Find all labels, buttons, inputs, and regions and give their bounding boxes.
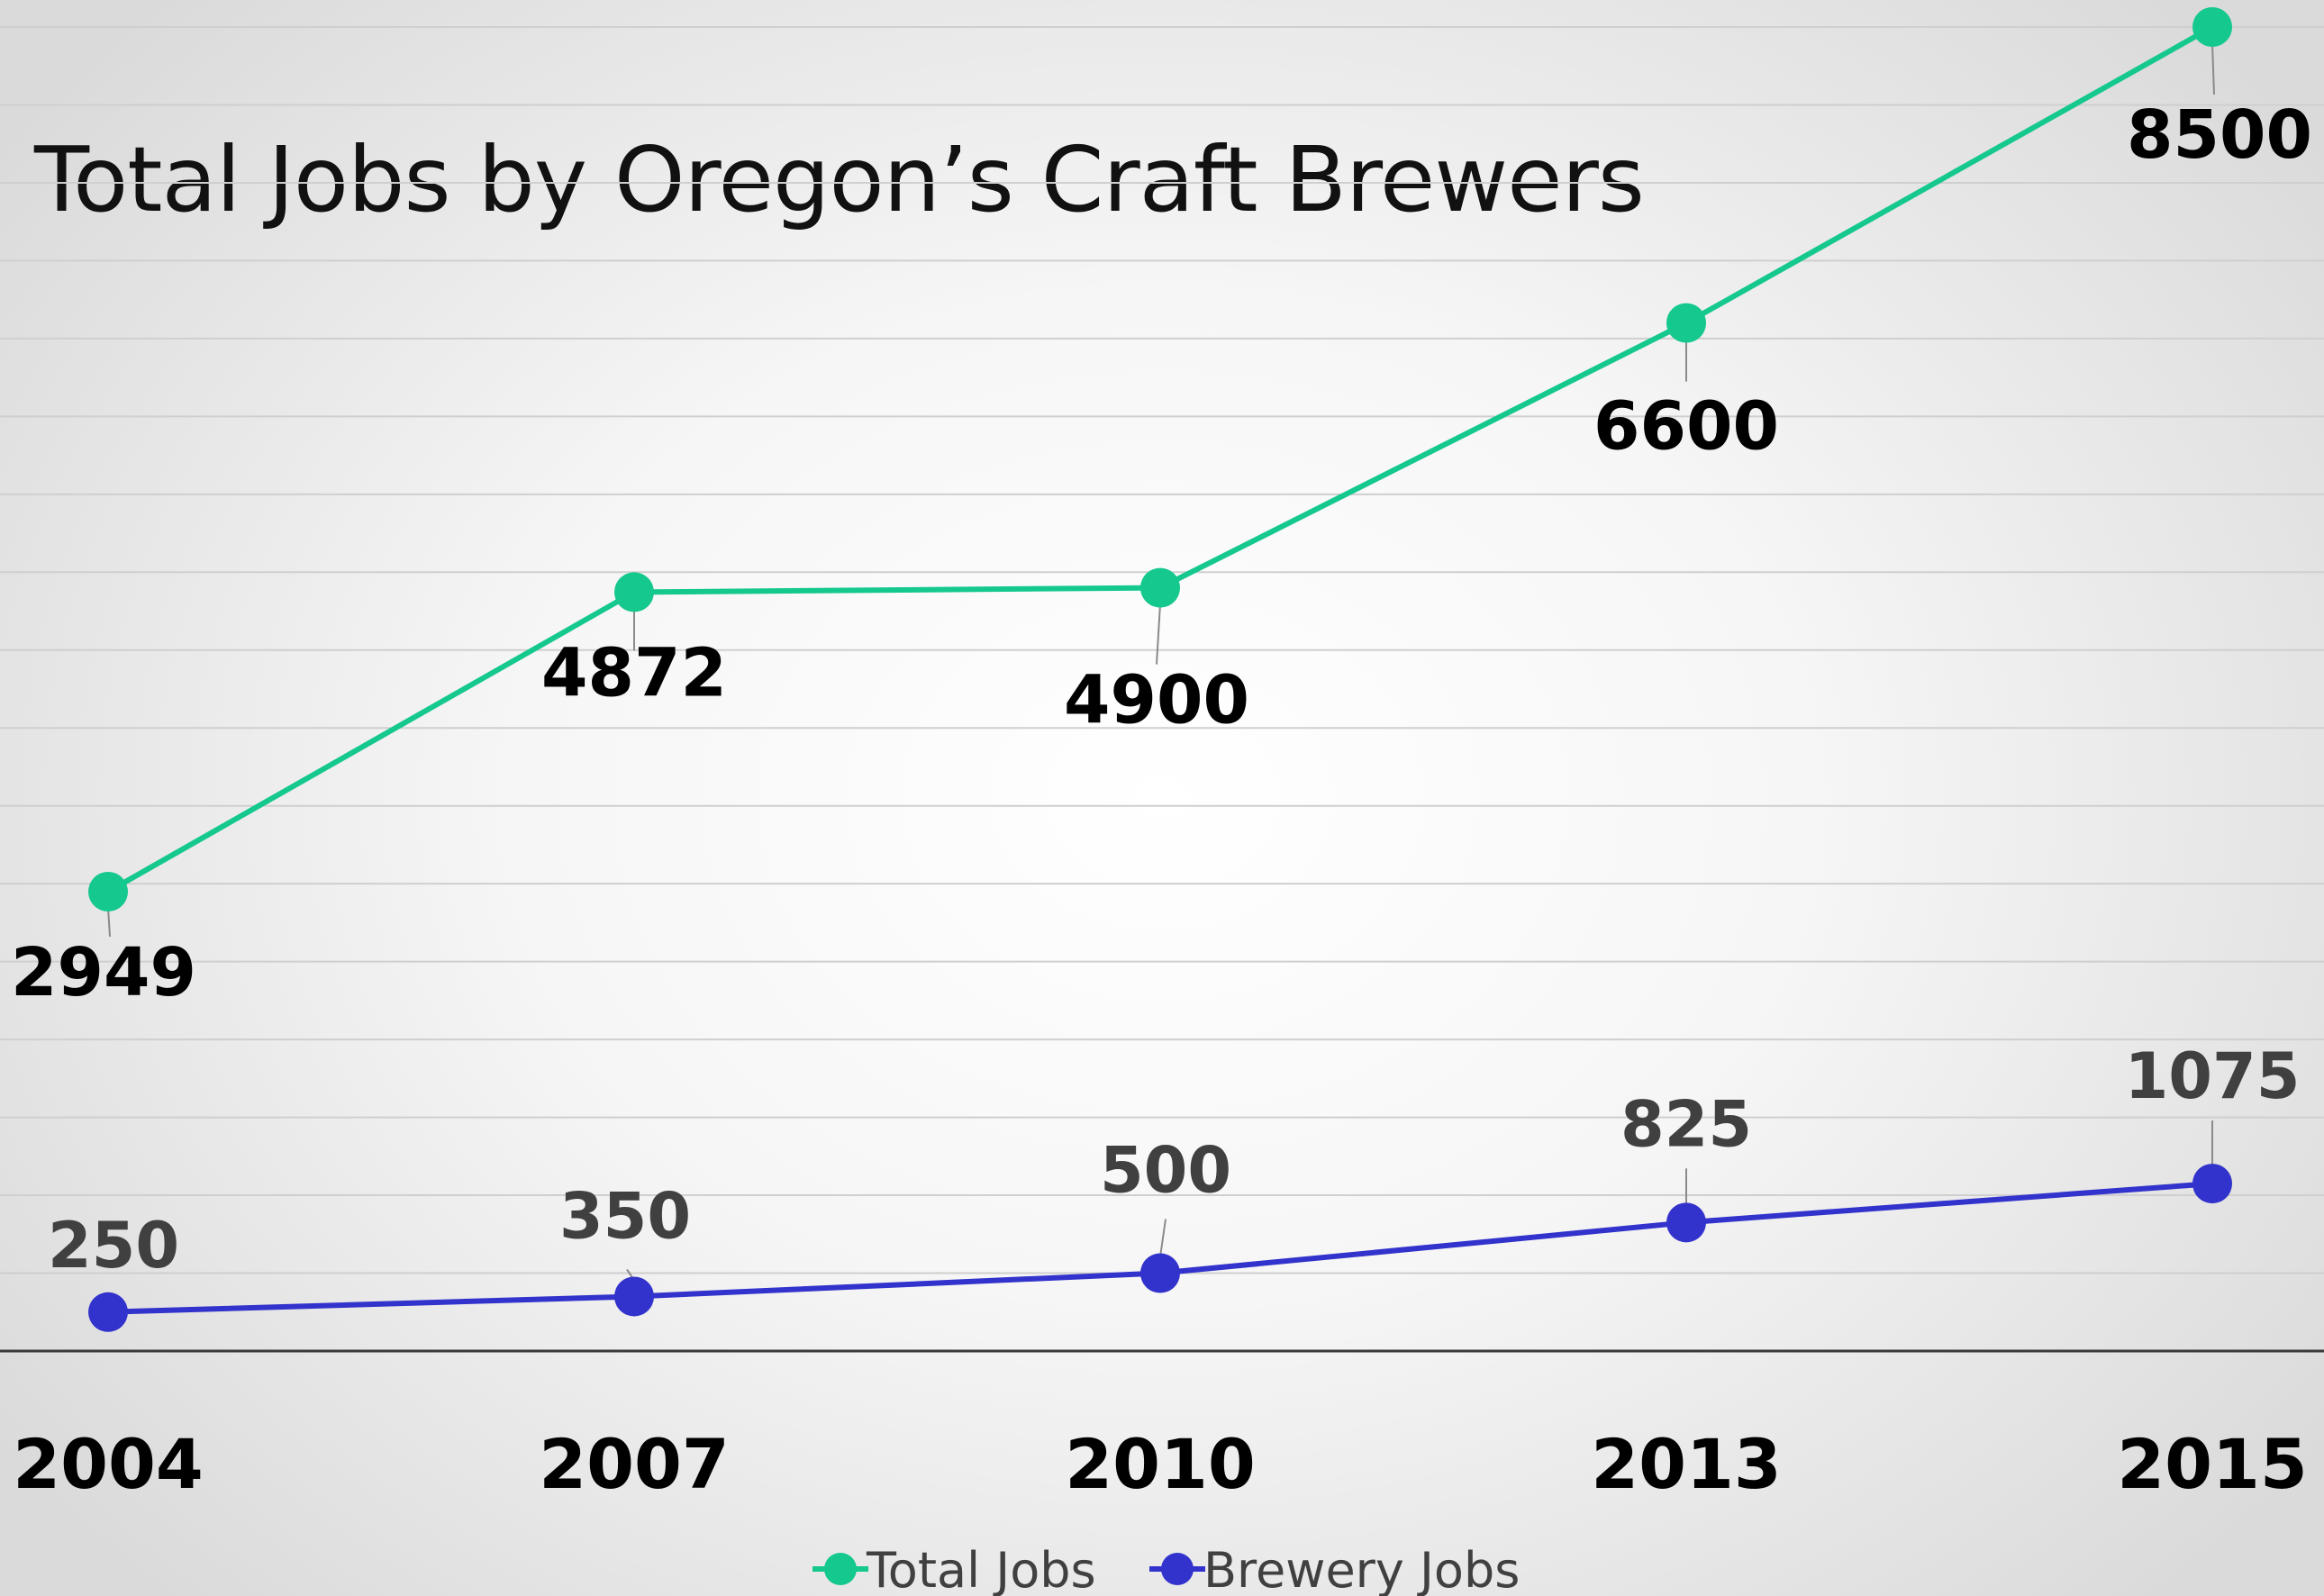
legend-marker [824, 1553, 857, 1585]
brewery-jobs-data-label: 350 [559, 1179, 691, 1253]
total-jobs-line [106, 24, 2214, 894]
total-jobs-data-label: 4872 [541, 634, 727, 712]
legend-label-brewery-jobs: Brewery Jobs [1203, 1542, 1520, 1596]
data-labels: 2949 4872 4900 6600 8500 250 350 500 825 1075 [11, 96, 2312, 1283]
brewery-jobs-marker [88, 1292, 128, 1332]
total-jobs-marker [2192, 7, 2232, 47]
x-tick-label: 2010 [1065, 1424, 1256, 1504]
total-jobs-data-label: 2949 [11, 934, 196, 1011]
leader-line [1159, 1219, 1167, 1257]
leader-line [2211, 42, 2215, 95]
total-jobs-marker [1666, 303, 1706, 343]
series-markers [88, 7, 2232, 1332]
x-tick-label: 2004 [13, 1424, 204, 1504]
x-tick-label: 2015 [2117, 1424, 2308, 1504]
brewery-jobs-data-label: 500 [1100, 1134, 1231, 1208]
x-tick-label: 2007 [539, 1424, 730, 1504]
total-jobs-marker [614, 572, 654, 612]
label-leader-lines [107, 42, 2215, 1297]
total-jobs-data-label: 6600 [1593, 388, 1779, 466]
brewery-jobs-marker [614, 1276, 654, 1317]
gridlines [0, 26, 2324, 1274]
leader-line [107, 907, 111, 938]
legend-marker [1161, 1553, 1194, 1585]
legend-label-total-jobs: Total Jobs [866, 1542, 1096, 1596]
x-tick-label: 2013 [1591, 1424, 1782, 1504]
total-jobs-data-label: 8500 [2127, 96, 2312, 174]
brewery-jobs-data-label: 250 [48, 1209, 179, 1283]
total-jobs-marker [88, 871, 128, 911]
total-jobs-marker [1140, 567, 1180, 608]
brewery-jobs-marker [1140, 1253, 1180, 1293]
chart-title: Total Jobs by Oregon’s Craft Brewers [34, 127, 1645, 232]
x-tick-labels: 2004 2007 2010 2013 2015 [13, 1424, 2308, 1504]
total-jobs-data-label: 4900 [1064, 662, 1249, 739]
brewery-jobs-data-label: 1075 [2125, 1039, 2301, 1113]
brewery-jobs-marker [1666, 1202, 1706, 1243]
leader-line [1156, 603, 1161, 665]
brewery-jobs-marker [2192, 1164, 2232, 1204]
legend: Total Jobs Brewery Jobs [812, 1542, 1520, 1596]
brewery-jobs-data-label: 825 [1620, 1087, 1752, 1161]
